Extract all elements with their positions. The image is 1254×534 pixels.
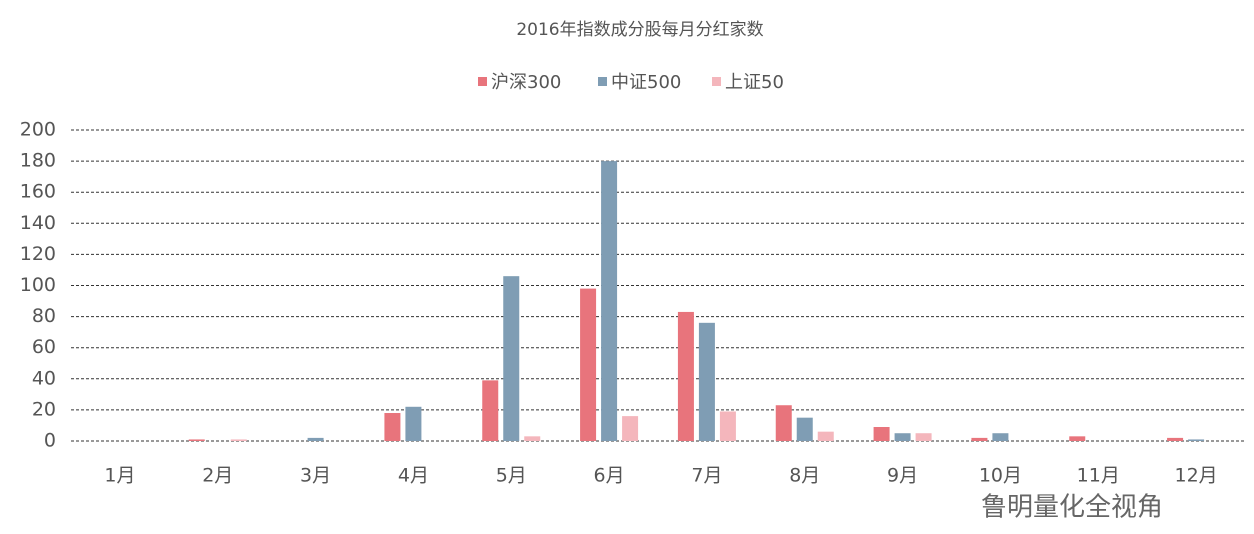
watermark: 鲁明量化全视角 <box>981 493 1163 523</box>
bar <box>1069 436 1086 441</box>
bar <box>817 431 834 441</box>
x-tick-label: 3月 <box>300 465 331 487</box>
x-tick-label: 7月 <box>691 465 722 487</box>
bar <box>992 433 1009 441</box>
legend-swatch <box>598 77 607 86</box>
bar <box>384 413 401 441</box>
bar <box>796 417 813 441</box>
y-tick-label: 200 <box>20 119 56 141</box>
bar <box>580 288 597 441</box>
bar <box>1167 437 1184 441</box>
bar <box>719 411 736 441</box>
y-tick-label: 0 <box>44 430 56 452</box>
x-tick-label: 2月 <box>202 465 233 487</box>
y-tick-label: 180 <box>20 150 56 172</box>
x-tick-label: 11月 <box>1077 465 1120 487</box>
bar <box>188 439 205 441</box>
legend-swatch <box>712 77 721 86</box>
bar <box>307 437 324 441</box>
bar <box>915 433 932 441</box>
x-tick-label: 5月 <box>496 465 527 487</box>
legend-label: 上证50 <box>725 72 784 93</box>
bar <box>482 380 499 441</box>
bar <box>775 405 792 441</box>
legend-label: 中证500 <box>611 72 681 93</box>
bar <box>971 437 988 441</box>
legend-label: 沪深300 <box>491 72 561 93</box>
y-tick-label: 140 <box>20 212 56 234</box>
bar <box>405 406 422 441</box>
x-tick-label: 12月 <box>1174 465 1217 487</box>
x-tick-label: 10月 <box>979 465 1022 487</box>
bar <box>524 436 541 441</box>
bar <box>677 311 694 441</box>
y-tick-label: 60 <box>32 336 56 358</box>
y-tick-label: 20 <box>32 398 56 420</box>
x-tick-label: 8月 <box>789 465 820 487</box>
bar <box>230 439 247 441</box>
bar <box>601 161 618 441</box>
bar <box>894 433 911 441</box>
legend-swatch <box>478 77 487 86</box>
y-tick-label: 80 <box>32 305 56 327</box>
x-tick-label: 1月 <box>104 465 135 487</box>
y-tick-label: 40 <box>32 367 56 389</box>
x-tick-label: 6月 <box>594 465 625 487</box>
chart-title: 2016年指数成分股每月分红家数 <box>516 20 763 40</box>
bar <box>873 427 890 441</box>
y-tick-label: 120 <box>20 243 56 265</box>
bar <box>503 276 520 441</box>
x-tick-label: 4月 <box>398 465 429 487</box>
x-tick-label: 9月 <box>887 465 918 487</box>
bar <box>1188 439 1205 441</box>
bar <box>622 416 639 441</box>
y-tick-label: 160 <box>20 181 56 203</box>
bar <box>698 322 715 441</box>
y-tick-label: 100 <box>20 274 56 296</box>
